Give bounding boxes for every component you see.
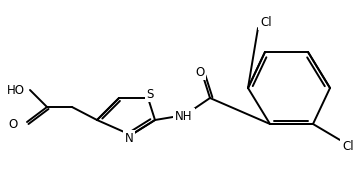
Text: S: S xyxy=(146,88,154,101)
Text: Cl: Cl xyxy=(260,16,272,29)
Text: Cl: Cl xyxy=(342,140,354,153)
Text: NH: NH xyxy=(175,109,193,122)
Text: N: N xyxy=(125,131,133,144)
Text: O: O xyxy=(8,117,18,130)
Text: O: O xyxy=(195,65,205,78)
Text: HO: HO xyxy=(7,83,25,96)
